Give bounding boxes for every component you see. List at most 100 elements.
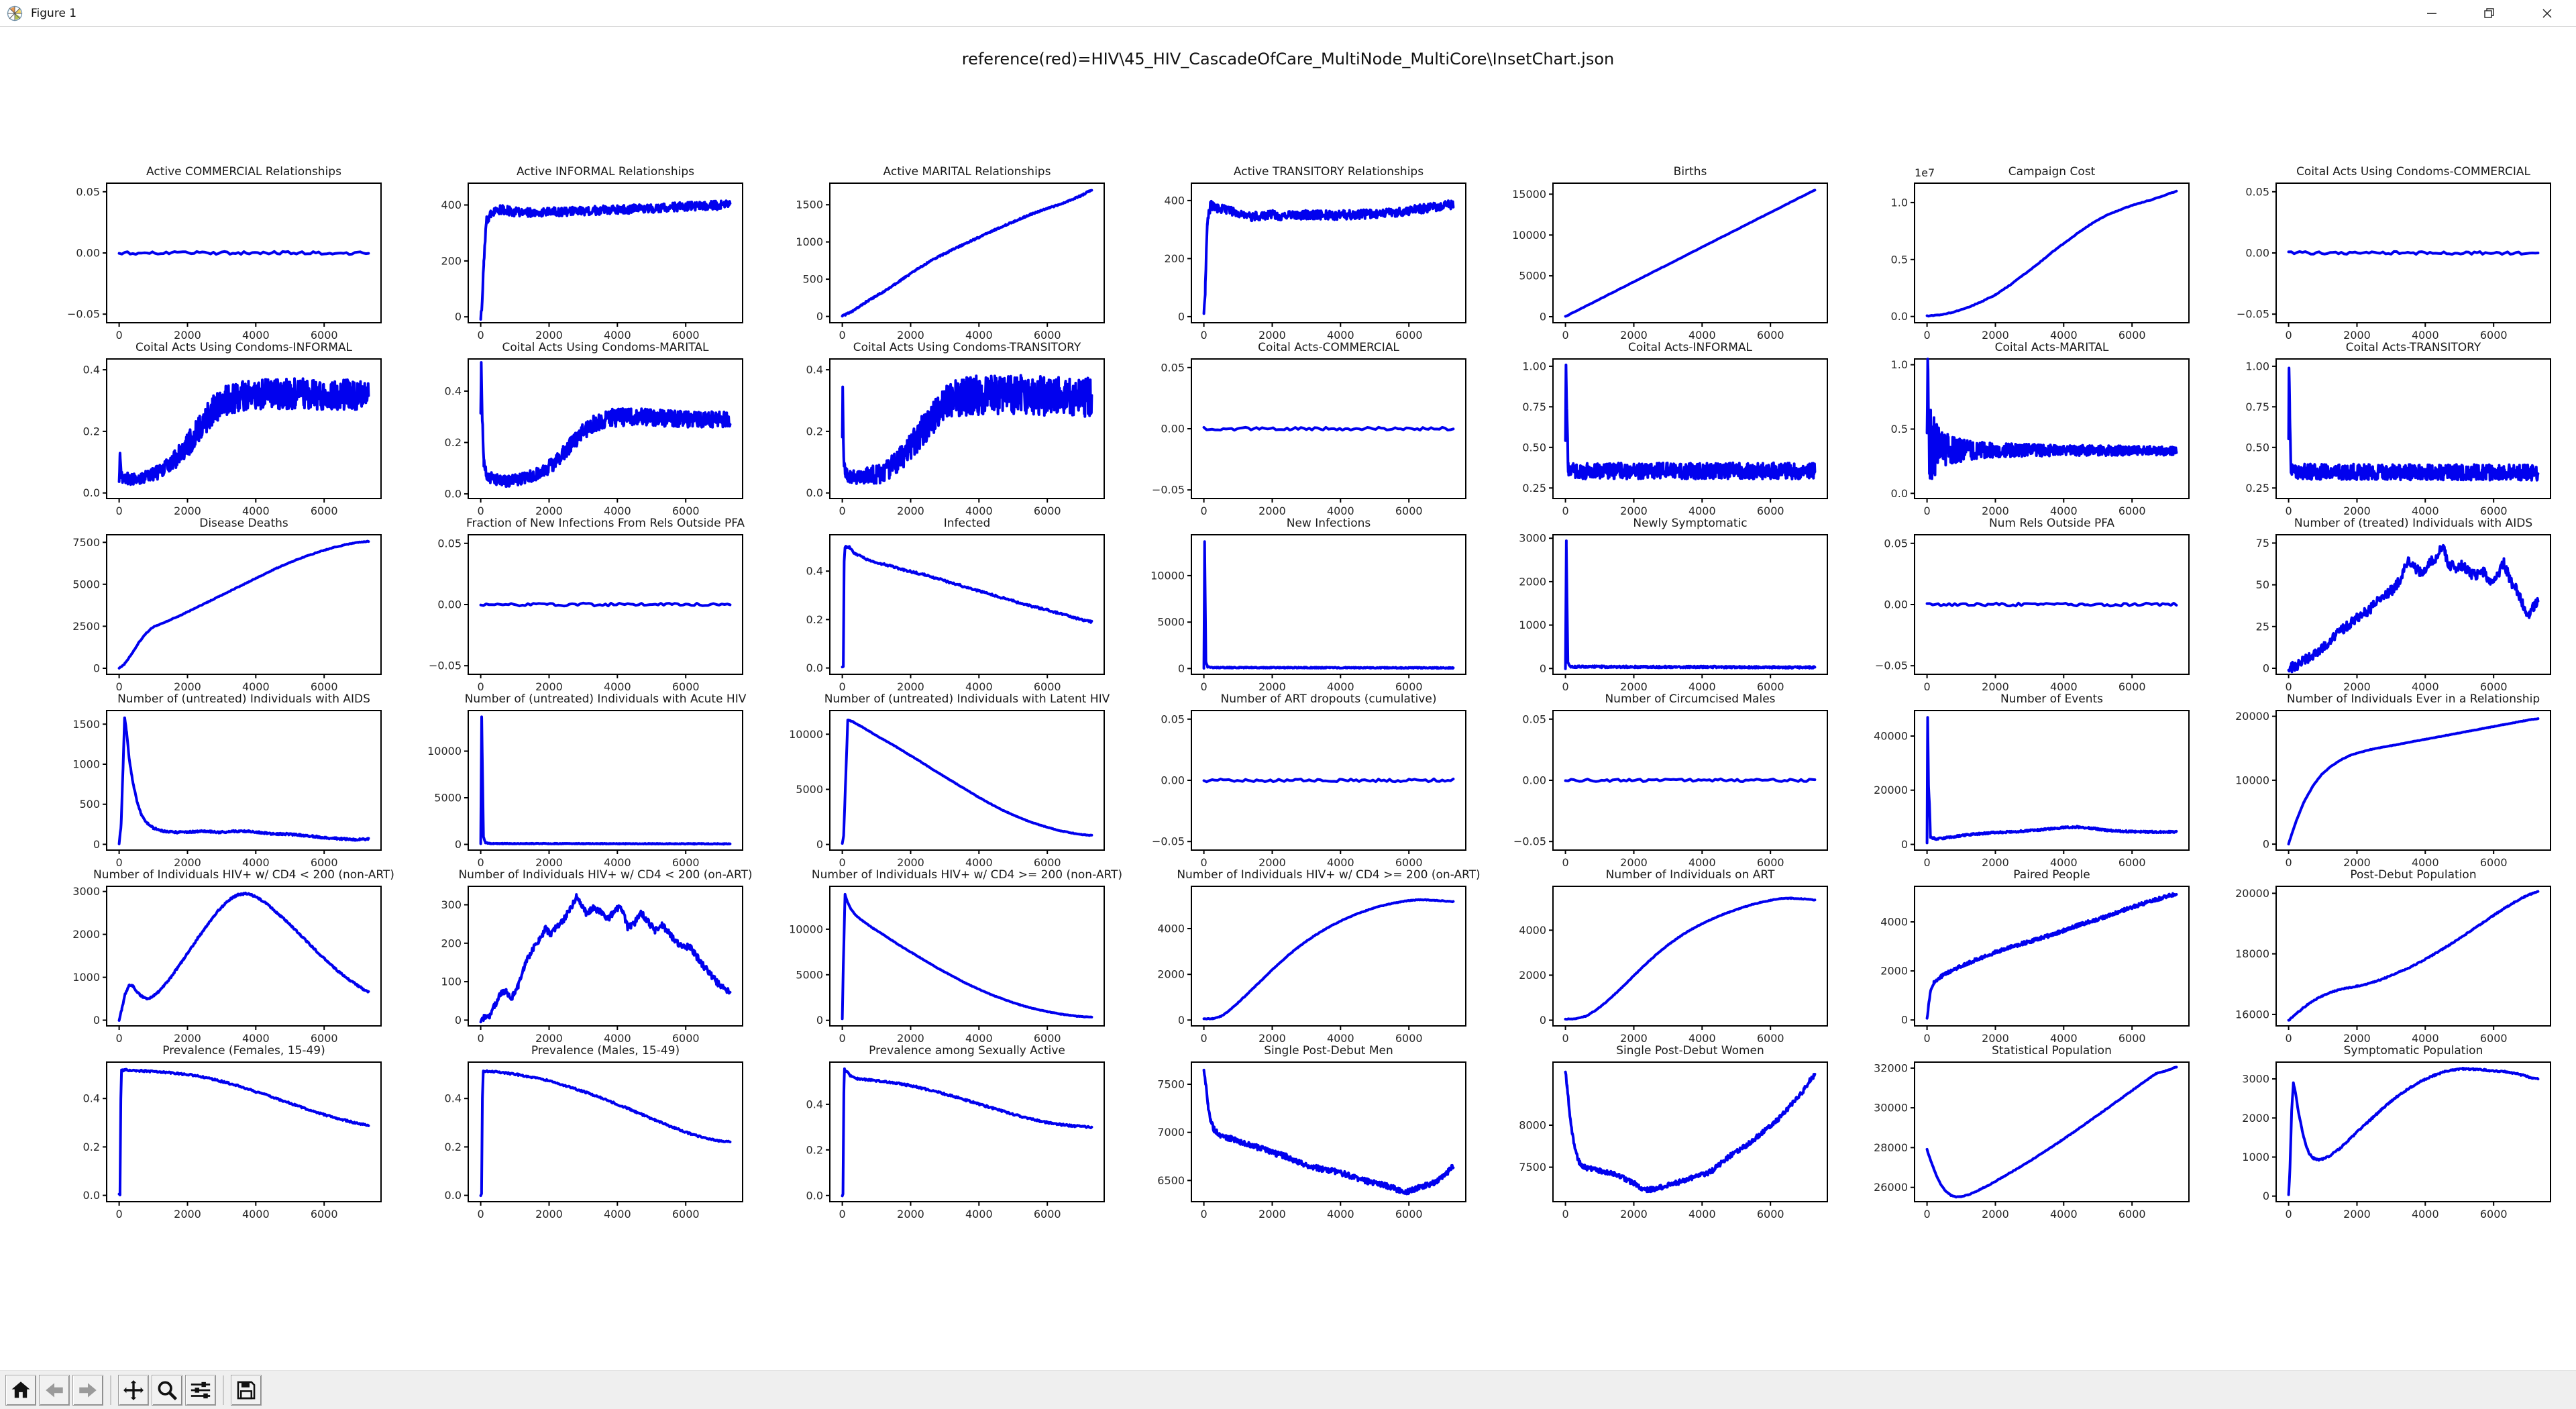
subplot-symptomatic-population: Symptomatic Population 0 1000 2000 3000 0 2000… xyxy=(2242,1044,2551,1220)
svg-text:10000: 10000 xyxy=(789,923,823,935)
svg-text:2000: 2000 xyxy=(174,329,201,342)
svg-text:7500: 7500 xyxy=(1519,1161,1546,1173)
svg-text:6000: 6000 xyxy=(1034,1208,1061,1220)
svg-text:0.2: 0.2 xyxy=(806,425,823,437)
svg-text:Number of (untreated) Individu: Number of (untreated) Individuals with L… xyxy=(824,692,1110,706)
svg-text:3000: 3000 xyxy=(72,885,100,898)
svg-text:2000: 2000 xyxy=(1982,1208,2009,1220)
subplot-number-of-treated-individuals-with-aids: Number of (treated) Individuals with AID… xyxy=(2256,517,2551,693)
back-button[interactable] xyxy=(39,1374,70,1406)
svg-text:0: 0 xyxy=(1178,310,1185,323)
subplot-coital-acts-marital: Coital Acts-MARITAL 0.0 0.5 1.0 0 2000 4000 600… xyxy=(1891,341,2190,517)
svg-text:0.05: 0.05 xyxy=(1884,537,1908,550)
svg-text:10000: 10000 xyxy=(789,728,823,741)
svg-text:0.05: 0.05 xyxy=(1161,713,1185,725)
svg-text:0.0: 0.0 xyxy=(445,1189,462,1202)
svg-text:4000: 4000 xyxy=(242,856,270,869)
svg-text:0.00: 0.00 xyxy=(1884,598,1908,611)
svg-text:5000: 5000 xyxy=(1157,616,1185,629)
subplot-prevalence-females-15-49: Prevalence (Females, 15-49) 0.0 0.2 0.4 0 200… xyxy=(83,1044,382,1220)
home-button[interactable] xyxy=(5,1374,36,1406)
window-title: Figure 1 xyxy=(31,6,77,20)
svg-text:2000: 2000 xyxy=(2343,1032,2371,1045)
restore-button[interactable] xyxy=(2461,0,2518,26)
svg-text:2000: 2000 xyxy=(1982,505,2009,517)
svg-text:0: 0 xyxy=(1562,1208,1569,1220)
svg-text:4000: 4000 xyxy=(1327,1208,1354,1220)
svg-text:0.0: 0.0 xyxy=(83,1189,100,1202)
svg-text:28000: 28000 xyxy=(1874,1141,1908,1154)
svg-text:4000: 4000 xyxy=(1688,1032,1716,1045)
svg-text:6000: 6000 xyxy=(311,856,338,869)
svg-text:6000: 6000 xyxy=(1757,1208,1784,1220)
window-controls xyxy=(2403,0,2576,26)
svg-text:Coital Acts Using Condoms-MARI: Coital Acts Using Condoms-MARITAL xyxy=(502,341,709,354)
svg-text:4000: 4000 xyxy=(2050,1208,2078,1220)
subplot-number-of-untreated-individuals-with-aids: Number of (untreated) Individuals with A… xyxy=(72,692,382,869)
svg-text:0: 0 xyxy=(1540,1014,1546,1027)
svg-text:0.0: 0.0 xyxy=(83,486,100,499)
subplot-number-of-individuals-ever-in-a-relationship: Number of Individuals Ever in a Relation… xyxy=(2235,692,2551,869)
svg-text:Active COMMERCIAL Relationship: Active COMMERCIAL Relationships xyxy=(146,165,341,178)
window-titlebar[interactable]: Figure 1 xyxy=(0,0,2576,27)
zoom-button[interactable] xyxy=(152,1374,182,1406)
svg-text:Coital Acts Using Condoms-INFO: Coital Acts Using Condoms-INFORMAL xyxy=(136,341,353,354)
svg-text:0: 0 xyxy=(839,856,846,869)
svg-text:0.4: 0.4 xyxy=(83,1092,100,1105)
svg-text:1000: 1000 xyxy=(796,236,823,248)
subplot-infected: Infected 0.0 0.2 0.4 0 2000 4000 6000 xyxy=(806,517,1105,693)
svg-text:6000: 6000 xyxy=(672,505,700,517)
close-button[interactable] xyxy=(2518,0,2576,26)
figure-canvas: reference(red)=HIV\45_HIV_CascadeOfCare_… xyxy=(0,27,2576,1370)
svg-text:2000: 2000 xyxy=(2242,1112,2269,1125)
save-floppy-icon xyxy=(237,1381,256,1399)
svg-text:0: 0 xyxy=(1201,329,1208,342)
svg-text:6000: 6000 xyxy=(2118,329,2146,342)
pan-button[interactable] xyxy=(118,1374,149,1406)
svg-text:2000: 2000 xyxy=(1880,965,1908,978)
save-button[interactable] xyxy=(231,1374,262,1406)
svg-text:2000: 2000 xyxy=(2343,329,2371,342)
subplots-button[interactable] xyxy=(185,1374,216,1406)
svg-text:8000: 8000 xyxy=(1519,1119,1546,1132)
svg-text:4000: 4000 xyxy=(1327,856,1354,869)
svg-text:Number of Circumcised Males: Number of Circumcised Males xyxy=(1605,692,1775,706)
svg-text:4000: 4000 xyxy=(1688,329,1716,342)
svg-text:Number of ART dropouts (cumula: Number of ART dropouts (cumulative) xyxy=(1221,692,1437,706)
svg-text:0.25: 0.25 xyxy=(2245,482,2269,494)
svg-text:0: 0 xyxy=(2263,838,2269,851)
svg-text:2000: 2000 xyxy=(2343,1208,2371,1220)
svg-text:Number of Individuals Ever in: Number of Individuals Ever in a Relation… xyxy=(2287,692,2540,706)
svg-text:4000: 4000 xyxy=(2412,329,2439,342)
minimize-button[interactable] xyxy=(2403,0,2461,26)
svg-text:2000: 2000 xyxy=(174,1208,201,1220)
svg-text:6500: 6500 xyxy=(1157,1174,1185,1187)
svg-text:6000: 6000 xyxy=(1395,329,1423,342)
subplot-coital-acts-using-condoms-transitory: Coital Acts Using Condoms-TRANSITORY 0.0 0… xyxy=(806,341,1105,517)
subplot-single-post-debut-women: Single Post-Debut Women 7500 8000 0 2000 4000… xyxy=(1519,1044,1828,1220)
svg-text:0: 0 xyxy=(1201,1208,1208,1220)
subplot-number-of-individuals-hiv-w-cd4-200-on-art: Number of Individuals HIV+ w/ CD4 < 200 … xyxy=(441,868,752,1045)
svg-text:6000: 6000 xyxy=(311,1208,338,1220)
svg-text:0: 0 xyxy=(2286,1208,2292,1220)
svg-text:0.00: 0.00 xyxy=(2245,247,2269,260)
svg-text:4000: 4000 xyxy=(965,856,993,869)
svg-text:20000: 20000 xyxy=(1874,784,1908,796)
svg-text:4000: 4000 xyxy=(1688,1208,1716,1220)
forward-button[interactable] xyxy=(72,1374,103,1406)
svg-text:Active TRANSITORY Relationship: Active TRANSITORY Relationships xyxy=(1234,165,1424,178)
svg-text:0: 0 xyxy=(1924,1208,1931,1220)
svg-text:4000: 4000 xyxy=(2050,1032,2078,1045)
svg-text:0: 0 xyxy=(1201,1032,1208,1045)
svg-text:100: 100 xyxy=(441,976,462,988)
svg-text:Number of Individuals HIV+ w/: Number of Individuals HIV+ w/ CD4 < 200 … xyxy=(93,868,394,882)
svg-text:0: 0 xyxy=(1178,1014,1185,1027)
subplot-number-of-individuals-on-art: Number of Individuals on ART 0 2000 4000 0 20… xyxy=(1519,868,1828,1045)
svg-text:1000: 1000 xyxy=(2242,1151,2269,1163)
svg-text:2000: 2000 xyxy=(535,856,563,869)
svg-text:3000: 3000 xyxy=(1519,532,1546,545)
svg-text:0.5: 0.5 xyxy=(1891,423,1908,435)
svg-text:2000: 2000 xyxy=(1258,1032,1286,1045)
svg-text:Statistical Population: Statistical Population xyxy=(1992,1044,2112,1057)
